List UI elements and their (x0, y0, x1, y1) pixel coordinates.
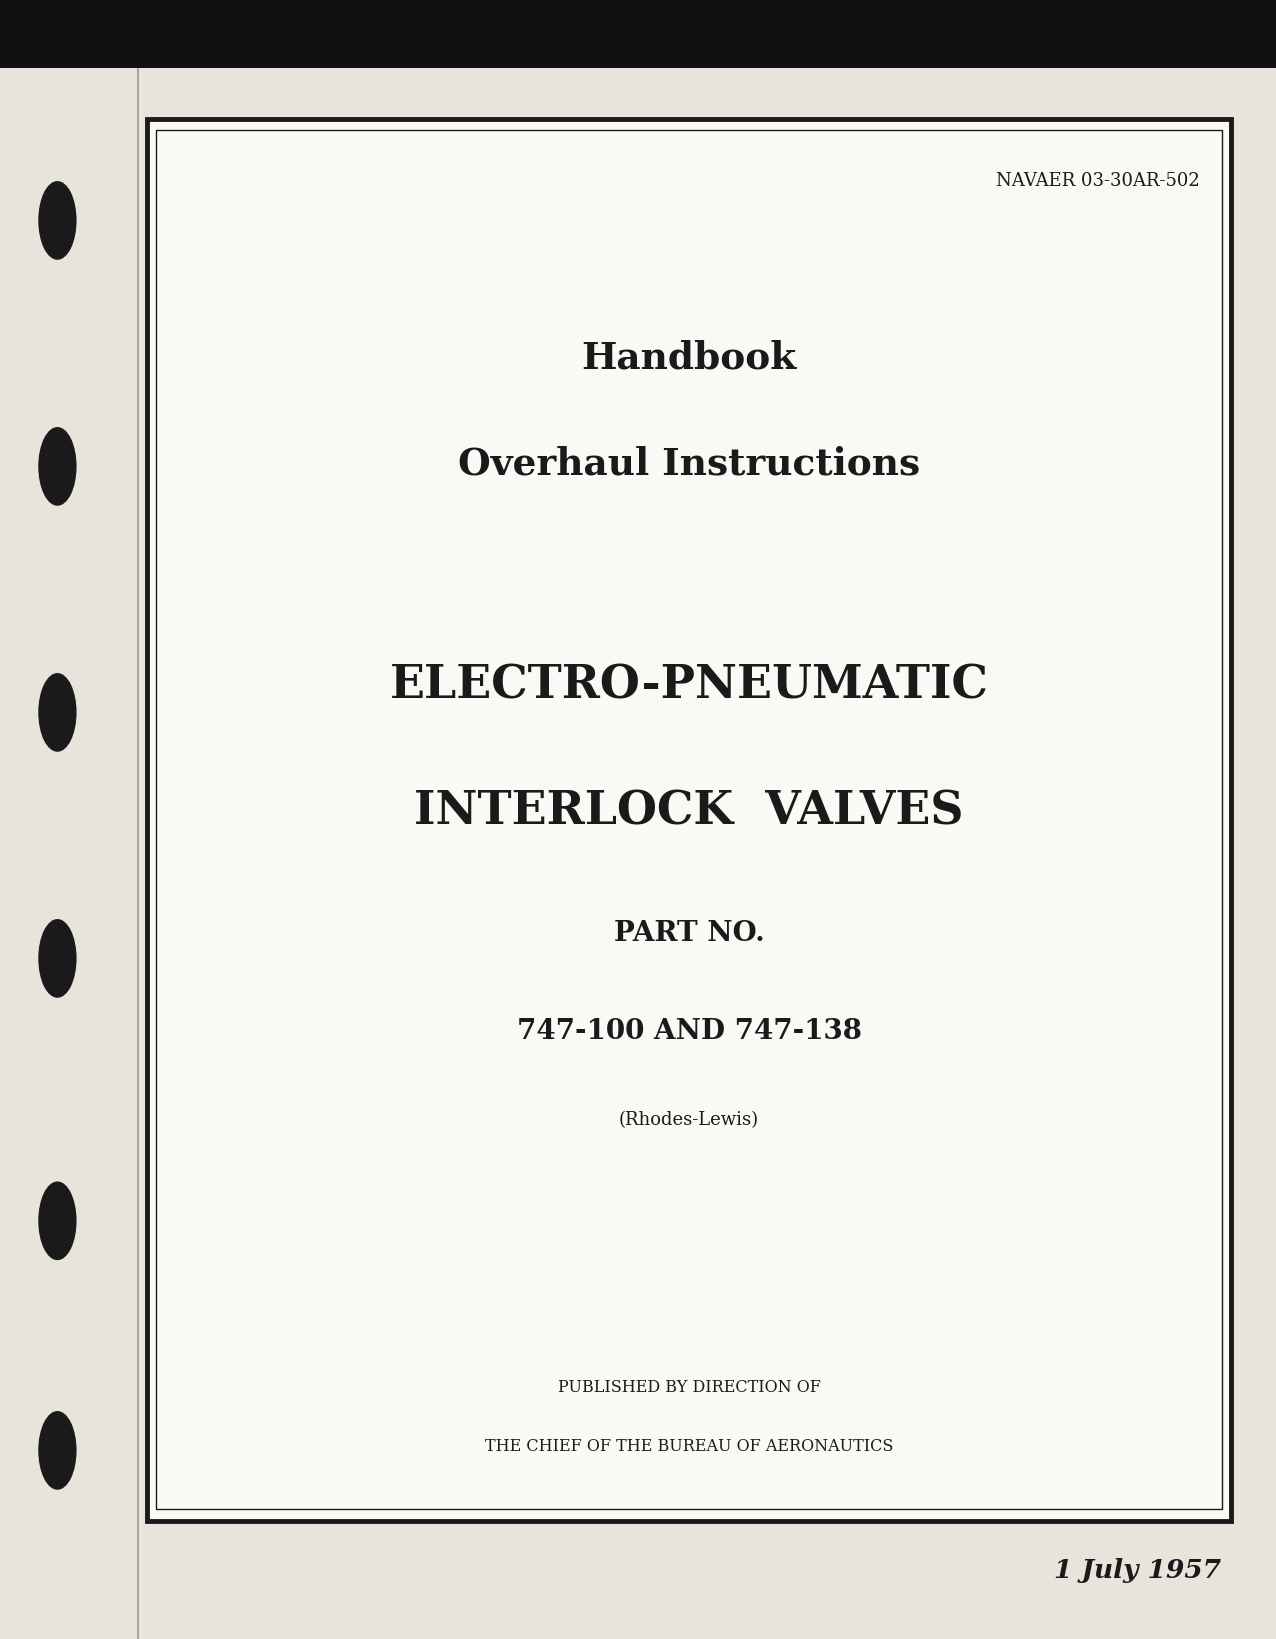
Ellipse shape (38, 674, 77, 752)
Text: Handbook: Handbook (582, 339, 796, 375)
Bar (147, 120, 1231, 1521)
Text: Overhaul Instructions: Overhaul Instructions (458, 446, 920, 482)
Ellipse shape (38, 428, 77, 506)
Text: 1 July 1957: 1 July 1957 (1054, 1557, 1221, 1582)
Text: NAVAER 03-30AR-502: NAVAER 03-30AR-502 (995, 172, 1199, 190)
Ellipse shape (38, 919, 77, 998)
Text: THE CHIEF OF THE BUREAU OF AERONAUTICS: THE CHIEF OF THE BUREAU OF AERONAUTICS (485, 1437, 893, 1454)
Text: (Rhodes-Lewis): (Rhodes-Lewis) (619, 1111, 759, 1128)
Ellipse shape (38, 1411, 77, 1490)
Bar (0, 0, 1276, 69)
Text: PART NO.: PART NO. (614, 919, 764, 946)
Text: ELECTRO-PNEUMATIC: ELECTRO-PNEUMATIC (389, 662, 989, 708)
Text: INTERLOCK  VALVES: INTERLOCK VALVES (415, 788, 963, 834)
Text: 747-100 AND 747-138: 747-100 AND 747-138 (517, 1018, 861, 1044)
Text: PUBLISHED BY DIRECTION OF: PUBLISHED BY DIRECTION OF (558, 1378, 820, 1395)
Ellipse shape (38, 1182, 77, 1260)
Bar (156, 131, 1222, 1510)
Ellipse shape (38, 182, 77, 261)
